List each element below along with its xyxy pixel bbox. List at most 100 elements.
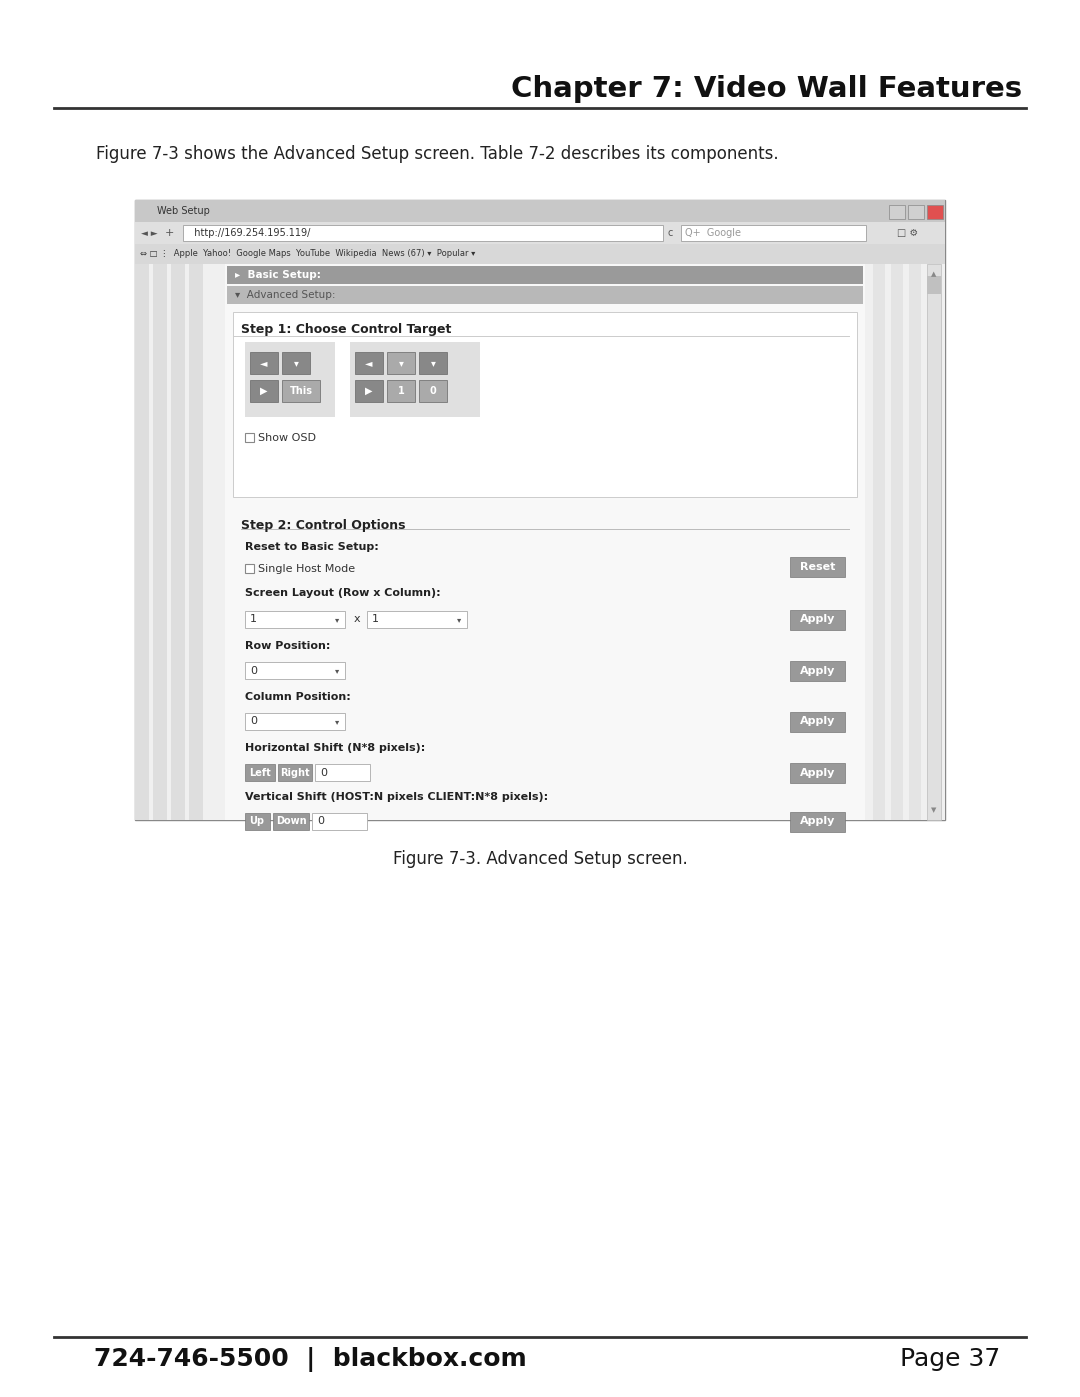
Bar (245, 342, 335, 416)
Bar (135, 264, 149, 820)
Text: ▾: ▾ (335, 717, 339, 726)
Bar (927, 264, 941, 820)
Text: Row Position:: Row Position: (245, 641, 330, 651)
Text: Down: Down (275, 816, 307, 827)
Text: □ ⚙: □ ⚙ (897, 228, 918, 237)
Text: Page 37: Page 37 (900, 1347, 1000, 1370)
Text: Horizontal Shift (N*8 pixels):: Horizontal Shift (N*8 pixels): (245, 743, 426, 753)
Bar (355, 352, 383, 374)
FancyBboxPatch shape (789, 763, 845, 782)
Text: Apply: Apply (800, 615, 835, 624)
Text: ▶: ▶ (260, 386, 268, 395)
Bar (387, 380, 415, 402)
Text: Up: Up (249, 816, 265, 827)
Text: Apply: Apply (800, 816, 835, 827)
Text: ◄: ◄ (365, 358, 373, 367)
Bar (135, 222, 945, 244)
Text: x: x (353, 615, 361, 624)
Text: ▸  Basic Setup:: ▸ Basic Setup: (235, 270, 321, 279)
Bar (387, 352, 415, 374)
Text: ◄: ◄ (260, 358, 268, 367)
Bar (282, 380, 320, 402)
Bar (315, 764, 370, 781)
FancyBboxPatch shape (278, 764, 312, 781)
Bar (171, 264, 185, 820)
Bar (245, 433, 254, 441)
Bar (350, 342, 480, 416)
Bar (249, 352, 278, 374)
Text: ▲: ▲ (931, 271, 936, 277)
Bar (245, 564, 254, 573)
Bar (355, 380, 383, 402)
Text: +: + (165, 228, 174, 237)
Bar (927, 277, 941, 293)
Text: Screen Layout (Row x Column):: Screen Layout (Row x Column): (245, 588, 441, 598)
Text: 0: 0 (249, 717, 257, 726)
Text: Step 1: Choose Control Target: Step 1: Choose Control Target (241, 324, 451, 337)
Text: Figure 7-3. Advanced Setup screen.: Figure 7-3. Advanced Setup screen. (393, 849, 687, 868)
Bar (135, 200, 945, 222)
Text: ▶: ▶ (365, 386, 373, 395)
FancyBboxPatch shape (245, 813, 270, 830)
Text: Figure 7-3 shows the Advanced Setup screen. Table 7-2 describes its components.: Figure 7-3 shows the Advanced Setup scre… (96, 145, 779, 163)
Text: c: c (669, 228, 673, 237)
Text: Column Position:: Column Position: (245, 692, 351, 703)
Text: ▾: ▾ (457, 615, 461, 624)
Text: ▾  Advanced Setup:: ▾ Advanced Setup: (235, 291, 336, 300)
Text: 0: 0 (249, 665, 257, 676)
FancyBboxPatch shape (789, 609, 845, 630)
Text: 1: 1 (372, 615, 379, 624)
Text: Apply: Apply (800, 767, 835, 778)
FancyBboxPatch shape (789, 812, 845, 831)
Bar (183, 225, 663, 242)
Text: Chapter 7: Video Wall Features: Chapter 7: Video Wall Features (511, 75, 1022, 103)
Text: ▼: ▼ (931, 807, 936, 813)
Bar (891, 264, 903, 820)
Bar (873, 264, 885, 820)
Bar (135, 264, 945, 820)
Text: ⇔ □ ⋮  Apple  Yahoo!  Google Maps  YouTube  Wikipedia  News (67) ▾  Popular ▾: ⇔ □ ⋮ Apple Yahoo! Google Maps YouTube W… (140, 250, 475, 258)
Bar (227, 265, 863, 284)
Bar (153, 264, 167, 820)
Text: ◄ ►: ◄ ► (141, 229, 158, 237)
Bar (908, 205, 924, 219)
Text: Left: Left (249, 767, 271, 778)
FancyBboxPatch shape (245, 764, 275, 781)
Text: Vertical Shift (HOST:N pixels CLIENT:N*8 pixels):: Vertical Shift (HOST:N pixels CLIENT:N*8… (245, 792, 549, 802)
Text: 1: 1 (397, 386, 404, 395)
Text: Apply: Apply (800, 717, 835, 726)
Bar (909, 264, 921, 820)
Text: ▾: ▾ (335, 666, 339, 675)
Bar (889, 205, 905, 219)
Text: Single Host Mode: Single Host Mode (258, 564, 355, 574)
Text: Show OSD: Show OSD (258, 433, 316, 443)
Text: ▾: ▾ (294, 358, 298, 367)
Bar (367, 610, 467, 629)
Bar (245, 610, 345, 629)
Text: http://169.254.195.119/: http://169.254.195.119/ (188, 228, 310, 237)
FancyBboxPatch shape (789, 711, 845, 732)
Text: Web Setup: Web Setup (157, 205, 210, 217)
Bar (419, 352, 447, 374)
Bar (135, 200, 945, 820)
Bar (249, 380, 278, 402)
Text: Right: Right (280, 767, 310, 778)
Bar (282, 352, 310, 374)
Bar (419, 380, 447, 402)
Bar (225, 264, 865, 820)
Bar (135, 244, 945, 264)
Bar (245, 712, 345, 731)
Text: Reset to Basic Setup:: Reset to Basic Setup: (245, 542, 379, 552)
Text: Apply: Apply (800, 665, 835, 676)
Text: 0: 0 (318, 816, 324, 827)
Text: ▾: ▾ (431, 358, 435, 367)
Text: Reset: Reset (800, 562, 835, 571)
Bar (245, 662, 345, 679)
Text: 0: 0 (430, 386, 436, 395)
Text: 0: 0 (320, 767, 327, 778)
Bar (312, 813, 367, 830)
Text: This: This (289, 386, 312, 395)
Text: Q+  Google: Q+ Google (685, 228, 741, 237)
FancyBboxPatch shape (273, 813, 309, 830)
Bar (681, 225, 866, 242)
